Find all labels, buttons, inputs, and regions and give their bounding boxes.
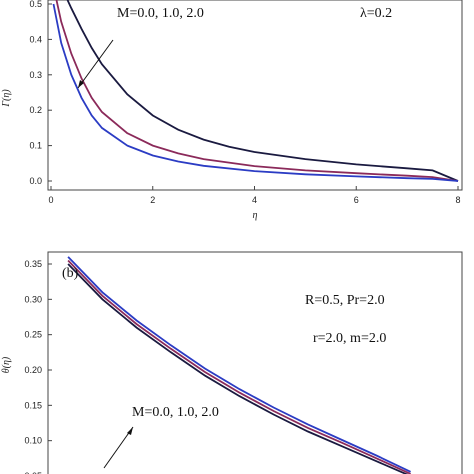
y-tick-label-b: 0.30 bbox=[24, 294, 42, 304]
series-lines-b bbox=[67, 256, 411, 474]
y-tick-label-a: 0.2 bbox=[29, 105, 42, 115]
annotation-params-1: R=0.5, Pr=2.0 bbox=[305, 293, 385, 308]
x-axis-label-a: η bbox=[253, 210, 258, 221]
series-line-b-2 bbox=[67, 256, 411, 473]
annotation-params-2: r=2.0, m=2.0 bbox=[313, 331, 386, 346]
series-line-b-1 bbox=[67, 259, 411, 474]
y-tick-label-a: 0.3 bbox=[29, 70, 42, 80]
y-tick-label-b: 0.05 bbox=[24, 471, 42, 474]
annotation-m-values-b: M=0.0, 1.0, 2.0 bbox=[132, 405, 219, 420]
y-ticks-b: 0.35 0.30 0.25 0.20 0.15 0.10 0.05 bbox=[24, 259, 52, 474]
annotation-lambda: λ=0.2 bbox=[360, 6, 392, 21]
panel-b: 0.35 0.30 0.25 0.20 0.15 0.10 0.05 θ(η) (b) R=… bbox=[1, 251, 463, 474]
x-tick-label-a: 8 bbox=[455, 195, 460, 205]
x-tick-label-a: 2 bbox=[150, 195, 155, 205]
series-line-a-1 bbox=[55, 0, 459, 182]
x-tick-label-a: 6 bbox=[354, 195, 359, 205]
plot-frame-a bbox=[47, 0, 463, 191]
y-tick-label-b: 0.20 bbox=[24, 365, 42, 375]
y-tick-label-a: 0.5 bbox=[29, 0, 42, 9]
series-lines-a bbox=[52, 0, 459, 182]
series-line-a-0 bbox=[66, 0, 459, 182]
plot-frame-b bbox=[47, 251, 463, 474]
panel-label-b: (b) bbox=[62, 266, 79, 281]
annotation-arrow-head-a bbox=[78, 80, 84, 88]
y-tick-label-b: 0.10 bbox=[24, 436, 42, 446]
annotation-arrow-a bbox=[77, 39, 114, 89]
series-line-b-0 bbox=[67, 263, 409, 474]
annotation-arrow-head-b bbox=[127, 427, 133, 435]
series-line-a-2 bbox=[52, 3, 459, 182]
y-tick-label-a: 0.0 bbox=[29, 176, 42, 186]
y-axis-label-a: Γ(η) bbox=[1, 89, 12, 108]
x-ticks-a: 0 2 4 6 8 bbox=[48, 186, 461, 205]
y-axis-label-b: θ(η) bbox=[1, 356, 12, 373]
y-tick-label-b: 0.15 bbox=[24, 400, 42, 410]
annotation-arrow-b bbox=[103, 426, 134, 469]
y-tick-label-a: 0.1 bbox=[29, 141, 42, 151]
y-tick-label-b: 0.35 bbox=[24, 259, 42, 269]
panel-a: 0.0 0.1 0.2 0.3 0.4 0.5 0 2 4 6 8 Γ(η) η M=0.0, 1… bbox=[1, 0, 463, 221]
y-ticks-a: 0.0 0.1 0.2 0.3 0.4 0.5 bbox=[29, 0, 52, 186]
y-tick-label-b: 0.25 bbox=[24, 330, 42, 340]
x-tick-label-a: 0 bbox=[48, 195, 53, 205]
y-tick-label-a: 0.4 bbox=[29, 34, 42, 44]
x-tick-label-a: 4 bbox=[252, 195, 257, 205]
annotation-m-values-a: M=0.0, 1.0, 2.0 bbox=[117, 6, 204, 21]
